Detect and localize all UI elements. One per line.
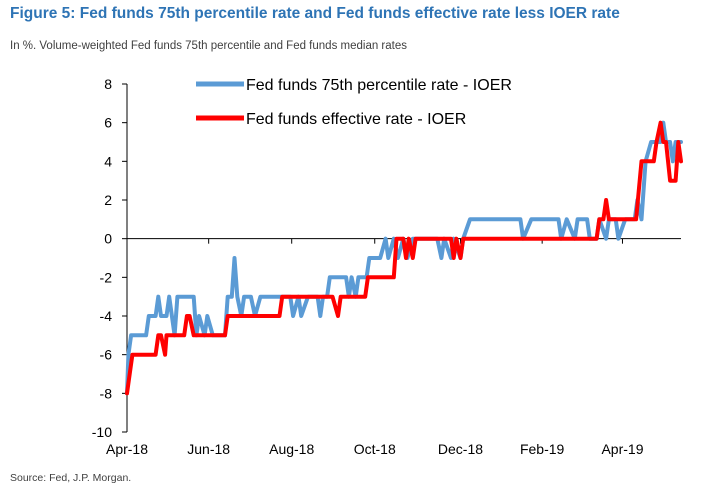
- y-tick-label: 6: [104, 115, 112, 131]
- x-tick-label: Jun-18: [187, 441, 230, 457]
- chart-legend: Fed funds 75th percentile rate - IOER Fed…: [196, 77, 512, 128]
- x-tick-label: Dec-18: [438, 441, 483, 457]
- x-tick-label: Oct-18: [354, 441, 396, 457]
- y-tick-label: -8: [100, 385, 113, 401]
- line-chart: -10 -8 -6 -4 -2 0 2 4 6 8 Apr-18 Jun-18 Aug-18 Oct-18…: [92, 76, 683, 457]
- y-tick-label: -6: [100, 347, 113, 363]
- legend-label-1: Fed funds 75th percentile rate - IOER: [246, 77, 512, 94]
- y-tick-label: 8: [104, 76, 112, 92]
- x-tick-label: Aug-18: [269, 441, 314, 457]
- y-tick-label: 0: [104, 231, 112, 247]
- y-tick-label: -2: [100, 269, 113, 285]
- y-tick-label: -10: [92, 424, 112, 440]
- x-tick-label: Apr-19: [601, 441, 643, 457]
- y-tick-label: 4: [104, 153, 112, 169]
- x-tick-label: Apr-18: [106, 441, 148, 457]
- chart-title: Figure 5: Fed funds 75th percentile rate…: [10, 5, 620, 22]
- chart-subtitle: In %. Volume-weighted Fed funds 75th per…: [10, 40, 407, 52]
- series-line-2: [125, 120, 683, 396]
- x-tick-label: Feb-19: [520, 441, 565, 457]
- y-tick-label: 2: [104, 192, 112, 208]
- legend-label-2: Fed funds effective rate - IOER: [246, 111, 466, 128]
- y-tick-label: -4: [100, 308, 113, 324]
- source-note: Source: Fed, J.P. Morgan.: [10, 472, 132, 484]
- chart-axes: -10 -8 -6 -4 -2 0 2 4 6 8 Apr-18 Jun-18 Aug-18 Oct-18…: [92, 76, 681, 457]
- chart-series: [125, 120, 683, 396]
